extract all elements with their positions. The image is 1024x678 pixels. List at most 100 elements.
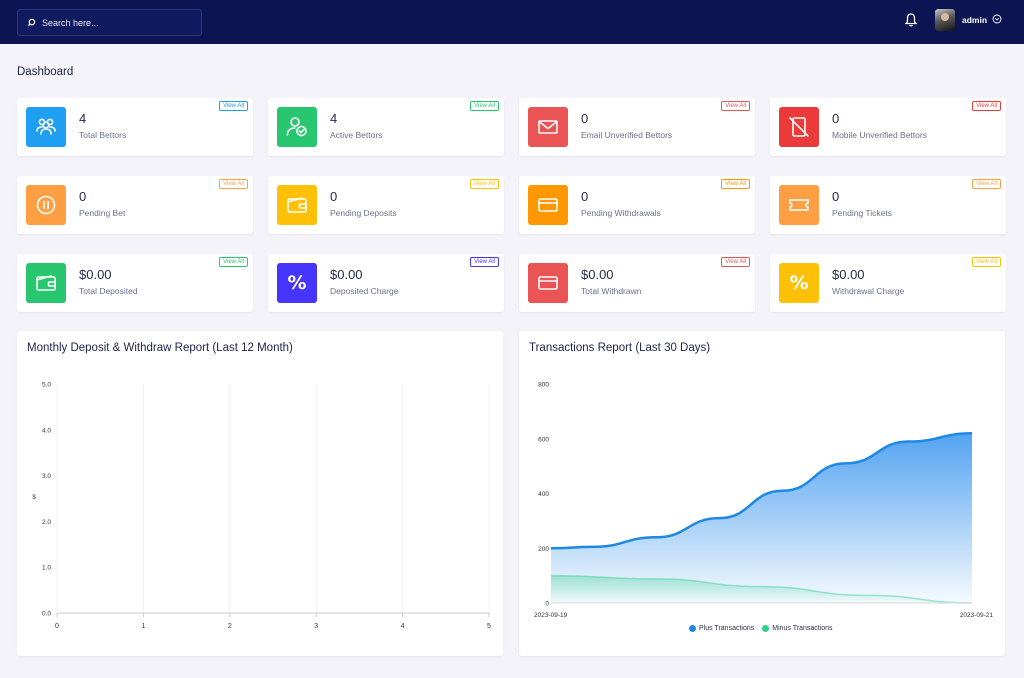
widget-value: 0 xyxy=(832,111,840,126)
view-all-button[interactable]: View All xyxy=(972,179,1001,189)
widget-icon xyxy=(528,185,568,225)
user-check-icon xyxy=(286,117,307,137)
widget-icon xyxy=(277,185,317,225)
card-icon xyxy=(538,276,558,290)
chevron-down-icon[interactable] xyxy=(992,14,1002,24)
x-tick-label: 2023-09-19 xyxy=(534,612,568,619)
monthly-report-chart: 0 1 2 3 4 5 0.0 1.0 2.0 3.0 4.0 5.0 $ xyxy=(32,382,491,631)
transactions-report-title: Transactions Report (Last 30 Days) xyxy=(529,342,711,354)
view-all-button[interactable]: View All xyxy=(470,257,499,267)
monthly-report-title: Monthly Deposit & Withdraw Report (Last … xyxy=(27,342,293,354)
y-tick-label: 200 xyxy=(538,546,549,553)
view-all-button[interactable]: View All xyxy=(972,101,1001,111)
search-input[interactable] xyxy=(42,17,192,28)
widget-value: 0 xyxy=(79,189,87,204)
widget-value: $0.00 xyxy=(330,267,363,282)
widget-card-pending-withdrawals: 0 Pending Withdrawals View All xyxy=(519,176,755,234)
widget-card-pending-tickets: 0 Pending Tickets View All xyxy=(770,176,1006,234)
wallet-icon xyxy=(287,197,307,213)
widget-label: Pending Bet xyxy=(79,208,126,218)
search-box[interactable] xyxy=(17,9,202,36)
percent-icon: % xyxy=(287,272,307,294)
y-tick-label: 1.0 xyxy=(42,565,51,572)
widget-card-withdrawal-charge: % $0.00 Withdrawal Charge View All xyxy=(770,254,1006,312)
bell-icon[interactable] xyxy=(904,12,918,28)
x-tick-label: 2 xyxy=(228,623,232,630)
legend-label-minus: Minus Transactions xyxy=(772,625,833,632)
transactions-report-chart: 0 200 400 600 800 2023-09-19 2023-09-21 xyxy=(534,382,993,620)
widget-label: Active Bettors xyxy=(330,130,383,140)
monthly-report-panel: Monthly Deposit & Withdraw Report (Last … xyxy=(17,331,503,656)
wallet-icon xyxy=(36,275,56,291)
widget-value: 0 xyxy=(330,189,338,204)
y-tick-label: 400 xyxy=(538,491,549,498)
widget-card-active-bettors: 4 Active Bettors View All xyxy=(268,98,504,156)
widget-value: 4 xyxy=(79,111,87,126)
transactions-report-panel: Transactions Report (Last 30 Days) 0 200 4… xyxy=(519,331,1005,656)
widget-label: Deposited Charge xyxy=(330,286,399,296)
widget-icon xyxy=(528,107,568,147)
view-all-button[interactable]: View All xyxy=(721,179,750,189)
legend-dot-minus xyxy=(762,625,770,632)
view-all-button[interactable]: View All xyxy=(219,179,248,189)
ticket-icon xyxy=(789,199,809,211)
widget-label: Pending Deposits xyxy=(330,208,397,218)
view-all-button[interactable]: View All xyxy=(219,101,248,111)
user-name[interactable]: admin xyxy=(962,15,988,25)
widget-icon xyxy=(779,107,819,147)
pause-circle-icon xyxy=(36,195,56,215)
widget-icon xyxy=(26,107,66,147)
series-area-plus xyxy=(551,433,972,603)
legend-item-minus[interactable]: Minus Transactions xyxy=(762,625,833,632)
view-all-button[interactable]: View All xyxy=(721,257,750,267)
widget-value: 0 xyxy=(581,189,589,204)
widget-icon xyxy=(26,185,66,225)
widget-label: Withdrawal Charge xyxy=(832,286,905,296)
widget-label: Mobile Unverified Bettors xyxy=(832,130,927,140)
widget-icon: % xyxy=(779,263,819,303)
series-line-minus xyxy=(550,574,973,604)
widget-icon: % xyxy=(277,263,317,303)
chart-legend: Plus Transactions Minus Transactions xyxy=(689,625,833,632)
view-all-button[interactable]: View All xyxy=(721,101,750,111)
x-tick-label: 1 xyxy=(141,623,145,630)
widget-card-total-bettors: 4 Total Bettors View All xyxy=(17,98,253,156)
view-all-button[interactable]: View All xyxy=(219,257,248,267)
widget-label: Total Bettors xyxy=(79,130,127,140)
widget-label: Email Unverified Bettors xyxy=(581,130,673,140)
widget-value: 4 xyxy=(330,111,338,126)
y-tick-label: 3.0 xyxy=(42,473,51,480)
y-tick-label: 5.0 xyxy=(42,382,51,389)
widget-label: Pending Tickets xyxy=(832,208,893,218)
widget-icon xyxy=(528,263,568,303)
widget-card-email-unverified-bettors: 0 Email Unverified Bettors View All xyxy=(519,98,755,156)
top-navbar: admin xyxy=(0,0,1024,44)
avatar[interactable] xyxy=(935,9,955,31)
y-tick-label: 0 xyxy=(545,601,549,608)
widget-label: Total Withdrawn xyxy=(581,286,642,296)
view-all-button[interactable]: View All xyxy=(470,101,499,111)
card-icon xyxy=(538,198,558,212)
widget-card-deposited-charge: % $0.00 Deposited Charge View All xyxy=(268,254,504,312)
envelope-icon xyxy=(538,120,558,134)
y-tick-label: 0.0 xyxy=(42,611,51,618)
widget-card-pending-deposits: 0 Pending Deposits View All xyxy=(268,176,504,234)
widget-icon xyxy=(26,263,66,303)
search-icon xyxy=(27,18,36,27)
legend-item-plus[interactable]: Plus Transactions xyxy=(689,625,754,632)
mobile-off-icon xyxy=(789,117,809,137)
view-all-button[interactable]: View All xyxy=(470,179,499,189)
x-tick-label: 0 xyxy=(55,623,59,630)
y-tick-label: 2.0 xyxy=(42,519,51,526)
widget-value: $0.00 xyxy=(79,267,112,282)
widget-value: $0.00 xyxy=(581,267,614,282)
widget-card-mobile-unverified-bettors: 0 Mobile Unverified Bettors View All xyxy=(770,98,1006,156)
widget-label: Pending Withdrawals xyxy=(581,208,661,218)
widget-card-total-deposited: $0.00 Total Deposited View All xyxy=(17,254,253,312)
view-all-button[interactable]: View All xyxy=(972,257,1001,267)
widget-label: Total Deposited xyxy=(79,286,138,296)
x-tick-label: 3 xyxy=(314,623,318,630)
users-icon xyxy=(36,118,56,135)
series-line-plus xyxy=(550,432,973,550)
y-axis-label: $ xyxy=(32,495,36,501)
